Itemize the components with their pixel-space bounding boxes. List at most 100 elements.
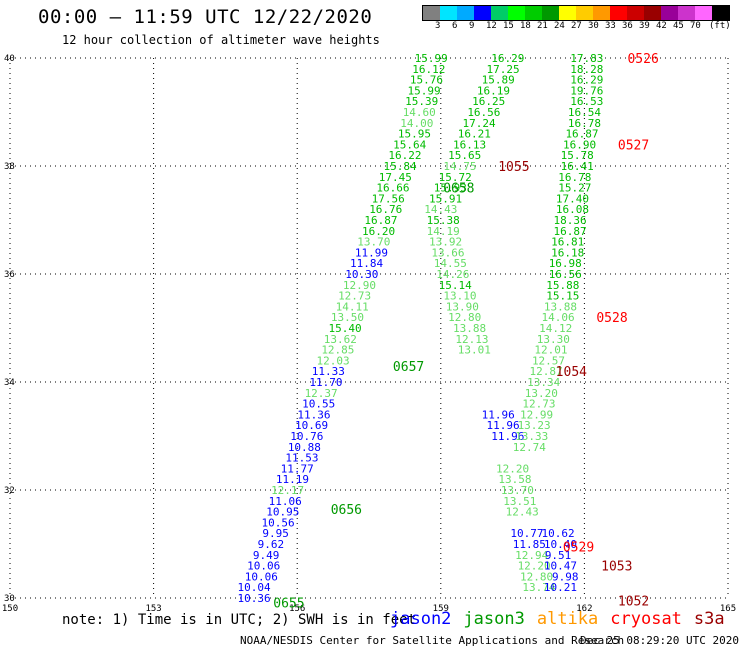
wave-height-point: 16.54 xyxy=(568,106,601,119)
pass-time-label: 1053 xyxy=(601,560,632,575)
colorbar-tick-label: 9 xyxy=(469,21,475,31)
y-tick-label: 36 xyxy=(4,270,15,280)
pass-time-label: 0657 xyxy=(393,360,424,375)
wave-height-point: 13.51 xyxy=(503,495,536,508)
x-tick-label: 156 xyxy=(289,604,305,614)
wave-height-point: 16.29 xyxy=(570,74,603,87)
wave-height-point: 11.99 xyxy=(355,246,388,259)
colorbar-swatch xyxy=(525,6,542,20)
colorbar-tick-label: 15 xyxy=(503,21,514,31)
wave-height-point: 15.91 xyxy=(429,192,462,205)
wave-height-point: 10.40 xyxy=(544,538,577,551)
pass-time-label: 0527 xyxy=(618,138,649,153)
colorbar-tick-label: (ft) xyxy=(709,21,731,31)
colorbar-swatch xyxy=(593,6,610,20)
wave-height-point: 10.88 xyxy=(288,441,321,454)
wave-height-point: 13.74 xyxy=(522,581,555,594)
wave-height-point: 11.96 xyxy=(486,419,519,432)
wave-height-point: 13.50 xyxy=(331,311,364,324)
wave-height-point: 16.08 xyxy=(556,203,589,216)
wave-height-point: 16.29 xyxy=(491,52,524,65)
wave-height-point: 11.85 xyxy=(513,538,546,551)
wave-height-point: 12.43 xyxy=(506,506,539,519)
wave-height-point: 19.76 xyxy=(570,84,603,97)
wave-height-point: 12.80 xyxy=(520,570,553,583)
map-title: 00:00 – 11:59 UTC 12/22/2020 xyxy=(38,6,373,28)
wave-height-point: 11.70 xyxy=(309,376,342,389)
wave-height-point: 12.20 xyxy=(496,462,529,475)
wave-height-point: 12.73 xyxy=(522,398,555,411)
x-tick-label: 162 xyxy=(576,604,592,614)
wave-height-point: 11.84 xyxy=(350,257,383,270)
wave-height-point: 11.77 xyxy=(281,462,314,475)
y-tick-label: 40 xyxy=(4,54,15,64)
colorbar-swatch xyxy=(491,6,508,20)
colorbar-tick-label: 42 xyxy=(656,21,667,31)
wave-height-point: 11.96 xyxy=(491,430,524,443)
colorbar-swatch xyxy=(695,6,712,20)
wave-height-point: 16.12 xyxy=(412,63,445,76)
pass-time-label: 0658 xyxy=(443,182,474,197)
legend-item-jason2: jason2 xyxy=(390,609,452,629)
wave-height-point: 17.56 xyxy=(372,192,405,205)
wave-height-point: 10.77 xyxy=(510,527,543,540)
wave-height-point: 12.85 xyxy=(321,344,354,357)
wave-height-point: 15.88 xyxy=(546,279,579,292)
colorbar-tick-label: 6 xyxy=(452,21,458,31)
footer-note: note: 1) Time is in UTC; 2) SWH is in fe… xyxy=(62,612,417,628)
wave-height-point: 13.33 xyxy=(515,430,548,443)
colorbar-tick-label: 36 xyxy=(622,21,633,31)
y-tick-label: 32 xyxy=(4,486,15,496)
wave-height-point: 17.24 xyxy=(463,117,496,130)
wave-height-point: 13.01 xyxy=(458,344,491,357)
wave-height-point: 15.99 xyxy=(407,84,440,97)
wave-height-point: 14.55 xyxy=(434,257,467,270)
wave-height-point: 13.62 xyxy=(324,333,357,346)
y-tick-label: 30 xyxy=(4,594,15,604)
wave-height-point: 17.83 xyxy=(570,52,603,65)
colorbar-swatch xyxy=(423,6,440,20)
wave-height-point: 12.87 xyxy=(530,365,563,378)
colorbar-tick-label: 39 xyxy=(639,21,650,31)
colorbar-swatch xyxy=(712,6,729,20)
wave-height-point: 13.70 xyxy=(357,236,390,249)
wave-height-point: 15.39 xyxy=(405,95,438,108)
wave-height-point: 11.19 xyxy=(276,473,309,486)
wave-height-point: 14.06 xyxy=(542,311,575,324)
wave-height-point: 12.20 xyxy=(518,560,551,573)
wave-height-point: 16.87 xyxy=(364,214,397,227)
wave-height-point: 9.51 xyxy=(545,549,572,562)
wave-height-point: 9.49 xyxy=(253,549,280,562)
wave-height-point: 10.36 xyxy=(238,592,271,605)
wave-height-point: 14.11 xyxy=(336,300,369,313)
wave-height-point: 12.57 xyxy=(532,354,565,367)
colorbar-swatch xyxy=(627,6,644,20)
pass-time-label: 0528 xyxy=(596,311,627,326)
wave-height-point: 15.89 xyxy=(482,74,515,87)
wave-height-point: 9.95 xyxy=(262,527,289,540)
wave-height-point: 13.88 xyxy=(544,300,577,313)
x-tick-label: 153 xyxy=(145,604,161,614)
wave-height-point: 13.58 xyxy=(498,473,531,486)
pass-time-label: 0655 xyxy=(273,596,304,611)
wave-height-point: 17.25 xyxy=(486,63,519,76)
y-tick-label: 38 xyxy=(4,162,15,172)
wave-height-point: 11.06 xyxy=(269,495,302,508)
wave-height-point: 15.78 xyxy=(561,149,594,162)
pass-time-label: 0526 xyxy=(627,52,658,67)
wave-height-point: 16.53 xyxy=(570,95,603,108)
colorbar-tick-label: 33 xyxy=(605,21,616,31)
credit-line: NOAA/NESDIS Center for Satellite Applica… xyxy=(240,634,625,647)
wave-height-point: 11.53 xyxy=(285,452,318,465)
colorbar-swatch xyxy=(610,6,627,20)
wave-height-point: 16.20 xyxy=(362,225,395,238)
wave-height-point: 12.99 xyxy=(520,408,553,421)
wave-height-point: 12.03 xyxy=(317,354,350,367)
wave-height-point: 10.62 xyxy=(542,527,575,540)
legend-item-jason3: jason3 xyxy=(463,609,525,629)
wave-height-point: 15.40 xyxy=(329,322,362,335)
legend-item-altika: altika xyxy=(536,609,599,629)
legend-item-cryosat: cryosat xyxy=(610,609,682,629)
wave-height-point: 14.26 xyxy=(436,268,469,281)
wave-height-point: 12.01 xyxy=(534,344,567,357)
